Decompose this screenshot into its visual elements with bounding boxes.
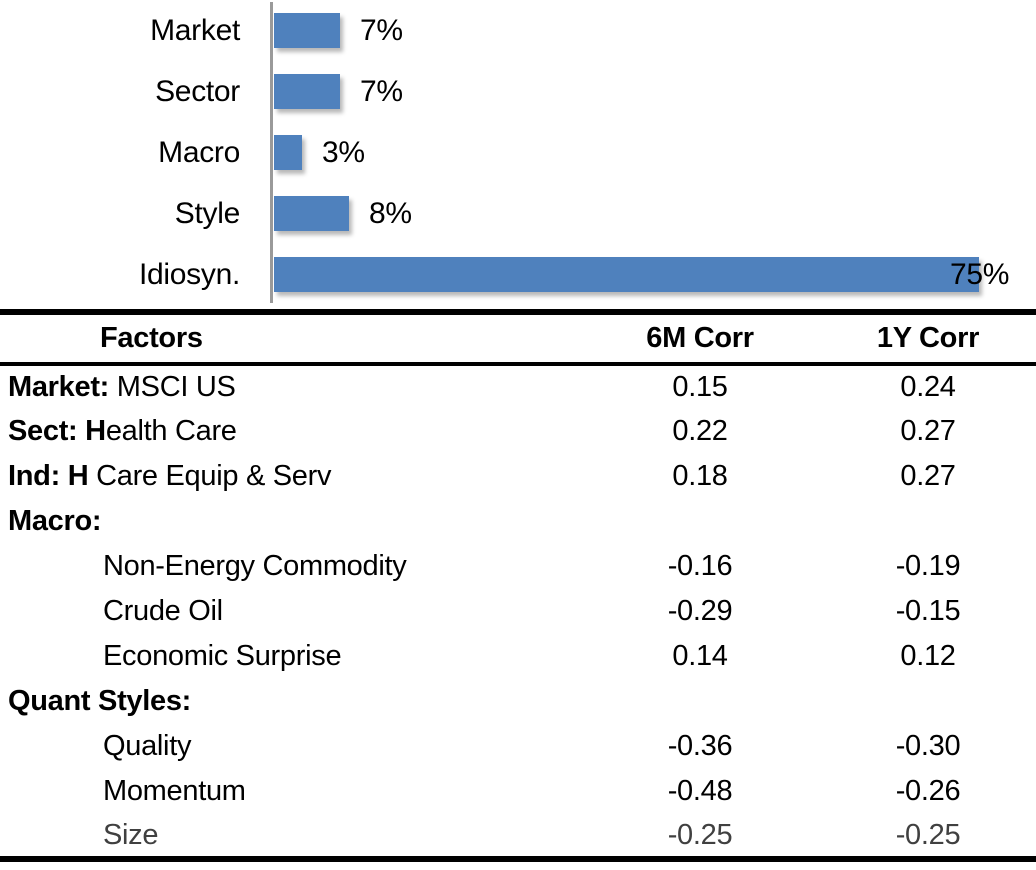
corr-1y-cell: -0.15 xyxy=(895,595,961,627)
chart-category-label-macro: Macro xyxy=(158,136,240,169)
bar-value-label-idiosyn: 75% xyxy=(950,258,1010,291)
factor-label-cell: Economic Surprise xyxy=(0,634,580,679)
factor-label-cell: Size xyxy=(0,814,580,859)
corr-6m-cell: -0.16 xyxy=(667,550,733,582)
factor-label-text: Crude Oil xyxy=(103,595,223,627)
bar-value-label-macro: 3% xyxy=(322,136,365,169)
corr-6m-cell xyxy=(580,499,820,544)
corr-1y-cell: 0.27 xyxy=(900,460,956,492)
factor-label-text: Non-Energy Commodity xyxy=(103,550,407,582)
factor-label-cell: Non-Energy Commodity xyxy=(0,544,580,589)
risk-decomposition-bar-chart: Market 7% Sector 7% Macro 3% Style 8% Idiosyn. 75… xyxy=(0,0,1036,309)
factor-label-text: Care Equip & Serv xyxy=(88,460,332,492)
table-row: Economic Surprise 0.14 0.12 xyxy=(0,634,1036,679)
corr-1y-cell xyxy=(820,499,1036,544)
chart-y-axis-line xyxy=(270,2,273,303)
header-1y-corr: 1Y Corr xyxy=(876,322,980,354)
corr-1y-cell: -0.25 xyxy=(895,818,961,851)
table-row: Crude Oil -0.29 -0.15 xyxy=(0,589,1036,634)
table-row: Quality -0.36 -0.30 xyxy=(0,724,1036,769)
bar-value-label-sector: 7% xyxy=(360,75,403,108)
corr-6m-cell: 0.14 xyxy=(672,640,728,672)
corr-1y-cell: -0.26 xyxy=(895,775,961,807)
bar-sector xyxy=(274,74,340,109)
factor-label-cell: Crude Oil xyxy=(0,589,580,634)
corr-6m-cell: -0.48 xyxy=(667,775,733,807)
factor-label-bold: Ind: H xyxy=(8,460,89,492)
chart-category-label-sector: Sector xyxy=(155,75,240,108)
corr-1y-cell: -0.30 xyxy=(895,730,961,762)
factor-label-text: Momentum xyxy=(103,775,246,807)
chart-category-label-market: Market xyxy=(150,14,240,47)
factor-label-text: Quality xyxy=(103,730,192,762)
factor-label-text: Size xyxy=(103,818,159,851)
corr-1y-cell: 0.24 xyxy=(900,371,956,403)
corr-1y-cell: -0.19 xyxy=(895,550,961,582)
corr-6m-cell: 0.18 xyxy=(672,460,728,492)
table-row: Momentum -0.48 -0.26 xyxy=(0,769,1036,814)
corr-1y-cell xyxy=(820,679,1036,724)
table-row: Ind: H Care Equip & Serv 0.18 0.27 xyxy=(0,454,1036,499)
table-row: Quant Styles: xyxy=(0,679,1036,724)
factor-label-cell: Sect: Health Care xyxy=(0,409,580,454)
factor-label-text: Economic Surprise xyxy=(103,640,342,672)
factor-label-cell: Quant Styles: xyxy=(0,679,580,724)
chart-category-label-idiosyn: Idiosyn. xyxy=(139,258,240,291)
bar-idiosyn xyxy=(274,257,979,292)
chart-category-label-style: Style xyxy=(174,197,241,230)
factor-label-bold: Sect: H xyxy=(8,415,106,447)
bar-macro xyxy=(274,135,302,170)
table-row: Macro: xyxy=(0,499,1036,544)
bar-value-label-market: 7% xyxy=(360,14,403,47)
table-row: Non-Energy Commodity -0.16 -0.19 xyxy=(0,544,1036,589)
corr-6m-cell: 0.15 xyxy=(672,371,728,403)
header-6m-corr: 6M Corr xyxy=(646,322,754,354)
factor-label-cell: Market: MSCI US xyxy=(0,364,580,409)
factor-label-cell: Momentum xyxy=(0,769,580,814)
factor-label-cell: Macro: xyxy=(0,499,580,544)
corr-1y-cell: 0.27 xyxy=(900,415,956,447)
factor-label-text: MSCI US xyxy=(109,371,236,403)
factor-label-cell: Ind: H Care Equip & Serv xyxy=(0,454,580,499)
bar-market xyxy=(274,13,340,48)
factor-label-text: ealth Care xyxy=(105,415,237,447)
factor-correlation-table: Factors 6M Corr 1Y Corr Market: MSCI US 0… xyxy=(0,309,1036,862)
factor-label-bold: Macro: xyxy=(8,505,102,537)
table-header-row: Factors 6M Corr 1Y Corr xyxy=(0,312,1036,364)
bar-style xyxy=(274,196,349,231)
factor-label-cell: Quality xyxy=(0,724,580,769)
corr-6m-cell: -0.25 xyxy=(667,818,733,851)
factor-label-bold: Quant Styles: xyxy=(8,685,192,717)
corr-1y-cell: 0.12 xyxy=(900,640,956,672)
table-row: Market: MSCI US 0.15 0.24 xyxy=(0,364,1036,409)
corr-6m-cell: -0.36 xyxy=(667,730,733,762)
factor-label-bold: Market: xyxy=(8,371,110,403)
table-row: Sect: Health Care 0.22 0.27 xyxy=(0,409,1036,454)
corr-6m-cell: -0.29 xyxy=(667,595,733,627)
corr-6m-cell xyxy=(580,679,820,724)
bar-value-label-style: 8% xyxy=(369,197,412,230)
header-factors: Factors xyxy=(100,322,203,354)
corr-6m-cell: 0.22 xyxy=(672,415,728,447)
table-row: Size -0.25 -0.25 xyxy=(0,814,1036,859)
